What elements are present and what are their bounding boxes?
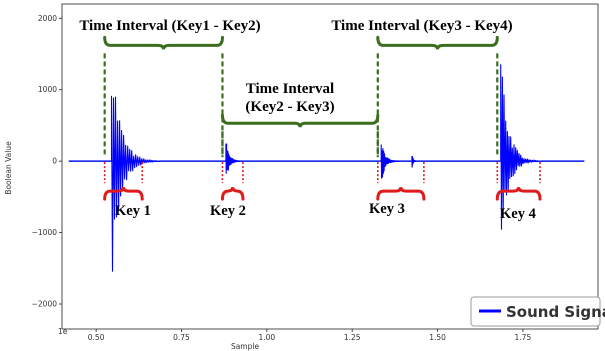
key-2-label: Key 2 [210,203,246,219]
y-tick-label: 0 [52,157,57,166]
legend-label: Sound Signal [506,303,605,321]
x-tick-label: 1.50 [429,333,446,342]
interval-2-label-line1: Time Interval [246,81,334,97]
y-tick-label: −1000 [32,228,58,237]
x-tick-label: 1.75 [515,333,532,342]
key-4-brace [495,187,542,201]
x-offset-text: 1e [58,327,68,336]
key-4-label: Key 4 [500,206,536,222]
x-tick-label: 1.00 [258,333,275,342]
interval-1-label: Time Interval (Key1 - Key2) [79,18,260,34]
plot-frame [61,3,599,330]
key-3-brace [376,187,426,201]
key-2-brace [220,187,245,201]
interval-2-label-line2: (Key2 - Key3) [245,99,334,115]
interval-3-label: Time Interval (Key3 - Key4) [331,18,512,34]
sound-signal-line [68,64,585,272]
legend: Sound Signal [470,296,605,327]
axis-ticks: 0.50 0.75 1.00 1.25 1.50 1.75 2000 1000 0 −1000 −2… [32,14,532,342]
key-1-brace [103,187,144,201]
y-tick-label: −2000 [32,300,58,309]
y-tick-label: 1000 [38,85,57,94]
y-axis-label: Boolean Value [4,141,13,195]
x-tick-label: 0.75 [173,333,190,342]
x-axis-label: Sample [231,342,260,351]
key-1-label: Key 1 [115,203,151,219]
key-3-label: Key 3 [369,201,405,217]
x-tick-label: 1.25 [344,333,361,342]
x-tick-label: 0.50 [88,333,105,342]
y-tick-label: 2000 [38,14,57,23]
